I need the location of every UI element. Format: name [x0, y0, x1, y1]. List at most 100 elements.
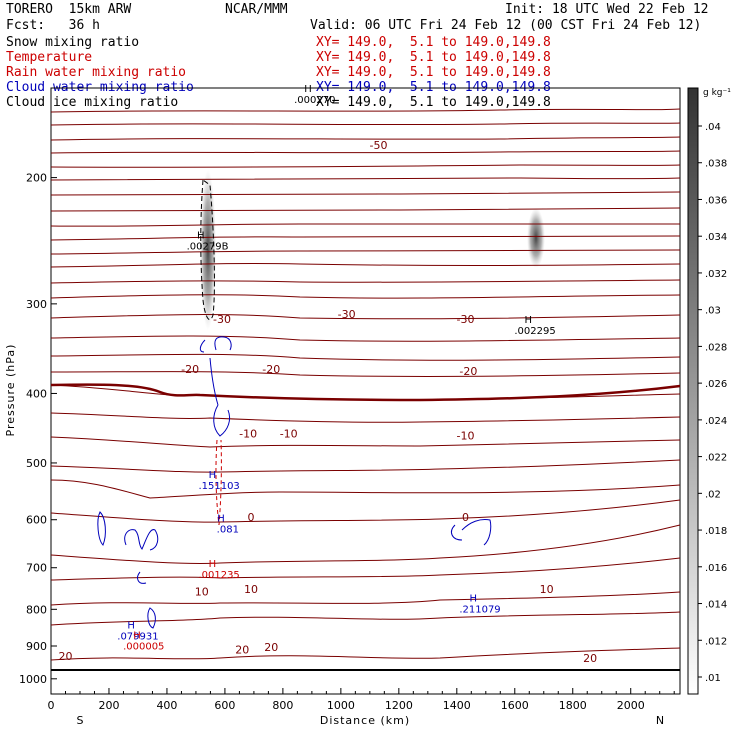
maximum-value-label: .000005 — [123, 641, 164, 652]
snow-plume-right — [527, 208, 545, 268]
x-tick-label: 1000 — [327, 699, 355, 712]
temperature-contour-label: -20 — [459, 365, 477, 378]
colorbar-tick-label: .024 — [705, 416, 727, 427]
legend-rain-name: Rain water mixing ratio — [6, 65, 187, 80]
temperature-contour-label: 10 — [540, 583, 554, 596]
maximum-value-label: .151103 — [198, 481, 239, 492]
maximum-value-label: .00279B — [187, 242, 229, 253]
colorbar-tick-label: .012 — [705, 636, 727, 647]
y-tick-label: 500 — [26, 457, 47, 470]
legend-snow-name: Snow mixing ratio — [6, 35, 140, 50]
maximum-value-label: .079931 — [117, 632, 158, 643]
y-axis-label: Pressure (hPa) — [4, 344, 17, 437]
x-tick-label: 400 — [156, 699, 177, 712]
temperature-contour-label: -30 — [457, 313, 475, 326]
x-tick-label: 1200 — [385, 699, 413, 712]
legend-snow-xy: XY= 149.0, 5.1 to 149.0,149.8 — [316, 35, 551, 50]
colorbar-tick-label: .022 — [705, 453, 727, 464]
colorbar-ticks: .04 .038 .036 .034 .032 .03 .028 .026 .024 .022 .0… — [698, 122, 727, 684]
colorbar-tick-label: .01 — [705, 673, 721, 684]
maximum-marker: H — [209, 559, 217, 570]
maximum-marker: H — [525, 315, 533, 326]
contour-labels: -50 -30 -30 -30 -20 -20 -20 -10 -10 -10 0 0 10 10 10 20… — [58, 139, 597, 665]
temperature-contour-label: -30 — [213, 313, 231, 326]
colorbar-tick-label: .04 — [705, 122, 721, 133]
y-axis: 200 300 400 500 600 700 800 900 1000 — [19, 172, 57, 686]
legend-temp-name: Temperature — [6, 50, 93, 65]
maximum-value-label: .002295 — [514, 326, 555, 337]
x-tick-label: 1400 — [443, 699, 471, 712]
temperature-contour-label: 20 — [583, 652, 597, 665]
temperature-contour-label: 10 — [244, 583, 258, 596]
maximum-marker: H — [127, 621, 135, 632]
valid-time: Valid: 06 UTC Fri 24 Feb 12 (00 CST Fri … — [310, 18, 702, 33]
y-tick-label: 400 — [26, 387, 47, 400]
maximum-marker: H — [197, 231, 205, 242]
x-tick-label: 200 — [98, 699, 119, 712]
maximum-marker: H — [209, 470, 217, 481]
cloud-ice-contour — [200, 179, 215, 320]
y-tick-label: 200 — [26, 172, 47, 185]
colorbar-tick-label: .03 — [705, 306, 721, 317]
x-axis-label: Distance (km) — [320, 714, 410, 727]
colorbar-tick-label: .02 — [705, 489, 721, 500]
maximum-marker: H — [469, 593, 477, 604]
plot-frame — [50, 87, 681, 695]
maximum-value-label: .001235 — [198, 570, 239, 581]
legend-rain-xy: XY= 149.0, 5.1 to 149.0,149.8 — [316, 65, 551, 80]
y-tick-label: 1000 — [19, 673, 47, 686]
x-tick-label: 1600 — [501, 699, 529, 712]
colorbar-tick-label: .016 — [705, 563, 727, 574]
maximum-marker: H — [133, 630, 141, 641]
colorbar-tick-label: .028 — [705, 342, 727, 353]
temperature-contour-label: 0 — [248, 511, 255, 524]
x-tick-label: 800 — [272, 699, 293, 712]
temperature-contour-label: 10 — [195, 585, 209, 598]
maximum-value-label: .000270 — [294, 95, 335, 106]
temperature-contour-label: -20 — [262, 363, 280, 376]
temperature-contour-label: 0 — [462, 511, 469, 524]
y-tick-label: 800 — [26, 603, 47, 616]
temperature-contour-label: 20 — [58, 650, 72, 663]
maxima-labels: H.00279BH.002295H.000270H.151103H.081H.0… — [117, 84, 555, 652]
colorbar-tick-label: .034 — [705, 232, 727, 243]
colorbar-tick-label: .018 — [705, 526, 727, 537]
x-tick-label: 600 — [214, 699, 235, 712]
temperature-contour-label: -30 — [338, 308, 356, 321]
y-tick-label: 700 — [26, 562, 47, 575]
model-title: TORERO 15km ARW — [6, 2, 132, 17]
forecast-hour: Fcst: 36 h — [6, 18, 100, 33]
x-tick-label: 0 — [48, 699, 55, 712]
colorbar — [687, 87, 699, 695]
rain-water-contour — [215, 439, 222, 526]
legend-cloudice-name: Cloud ice mixing ratio — [6, 95, 179, 110]
colorbar-tick-label: .014 — [705, 600, 727, 611]
colorbar-tick-label: .038 — [705, 159, 727, 170]
colorbar-tick-label: .026 — [705, 379, 727, 390]
temperature-contour-label: -10 — [280, 428, 298, 441]
x-tick-label: 2000 — [617, 699, 645, 712]
temperature-contour-label: -10 — [457, 430, 475, 443]
maximum-value-label: .081 — [217, 524, 239, 535]
temperature-contour-label: -50 — [370, 139, 388, 152]
temperature-contour-label: -20 — [181, 363, 199, 376]
temperature-contour-label: 20 — [235, 643, 249, 656]
maximum-marker: H — [217, 513, 225, 524]
zero-isotherm — [50, 383, 681, 402]
legend-cloudice-xy: XY= 149.0, 5.1 to 149.0,149.8 — [316, 95, 551, 110]
cloud-water-contours — [97, 336, 492, 629]
maximum-marker: H — [304, 84, 312, 95]
y-tick-label: 300 — [26, 298, 47, 311]
south-end-label: S — [77, 714, 84, 727]
x-tick-label: 1800 — [559, 699, 587, 712]
x-axis: 0 200 400 600 800 1000 1200 1400 1600 1800 2000 — [48, 688, 675, 712]
north-end-label: N — [656, 714, 664, 727]
legend-temp-xy: XY= 149.0, 5.1 to 149.0,149.8 — [316, 50, 551, 65]
center-title: NCAR/MMM — [225, 2, 288, 17]
init-time: Init: 18 UTC Wed 22 Feb 12 — [505, 2, 709, 17]
temperature-contours — [50, 108, 681, 661]
y-tick-label: 900 — [26, 640, 47, 653]
colorbar-unit: g kg⁻¹ — [703, 88, 731, 98]
colorbar-tick-label: .036 — [705, 195, 727, 206]
